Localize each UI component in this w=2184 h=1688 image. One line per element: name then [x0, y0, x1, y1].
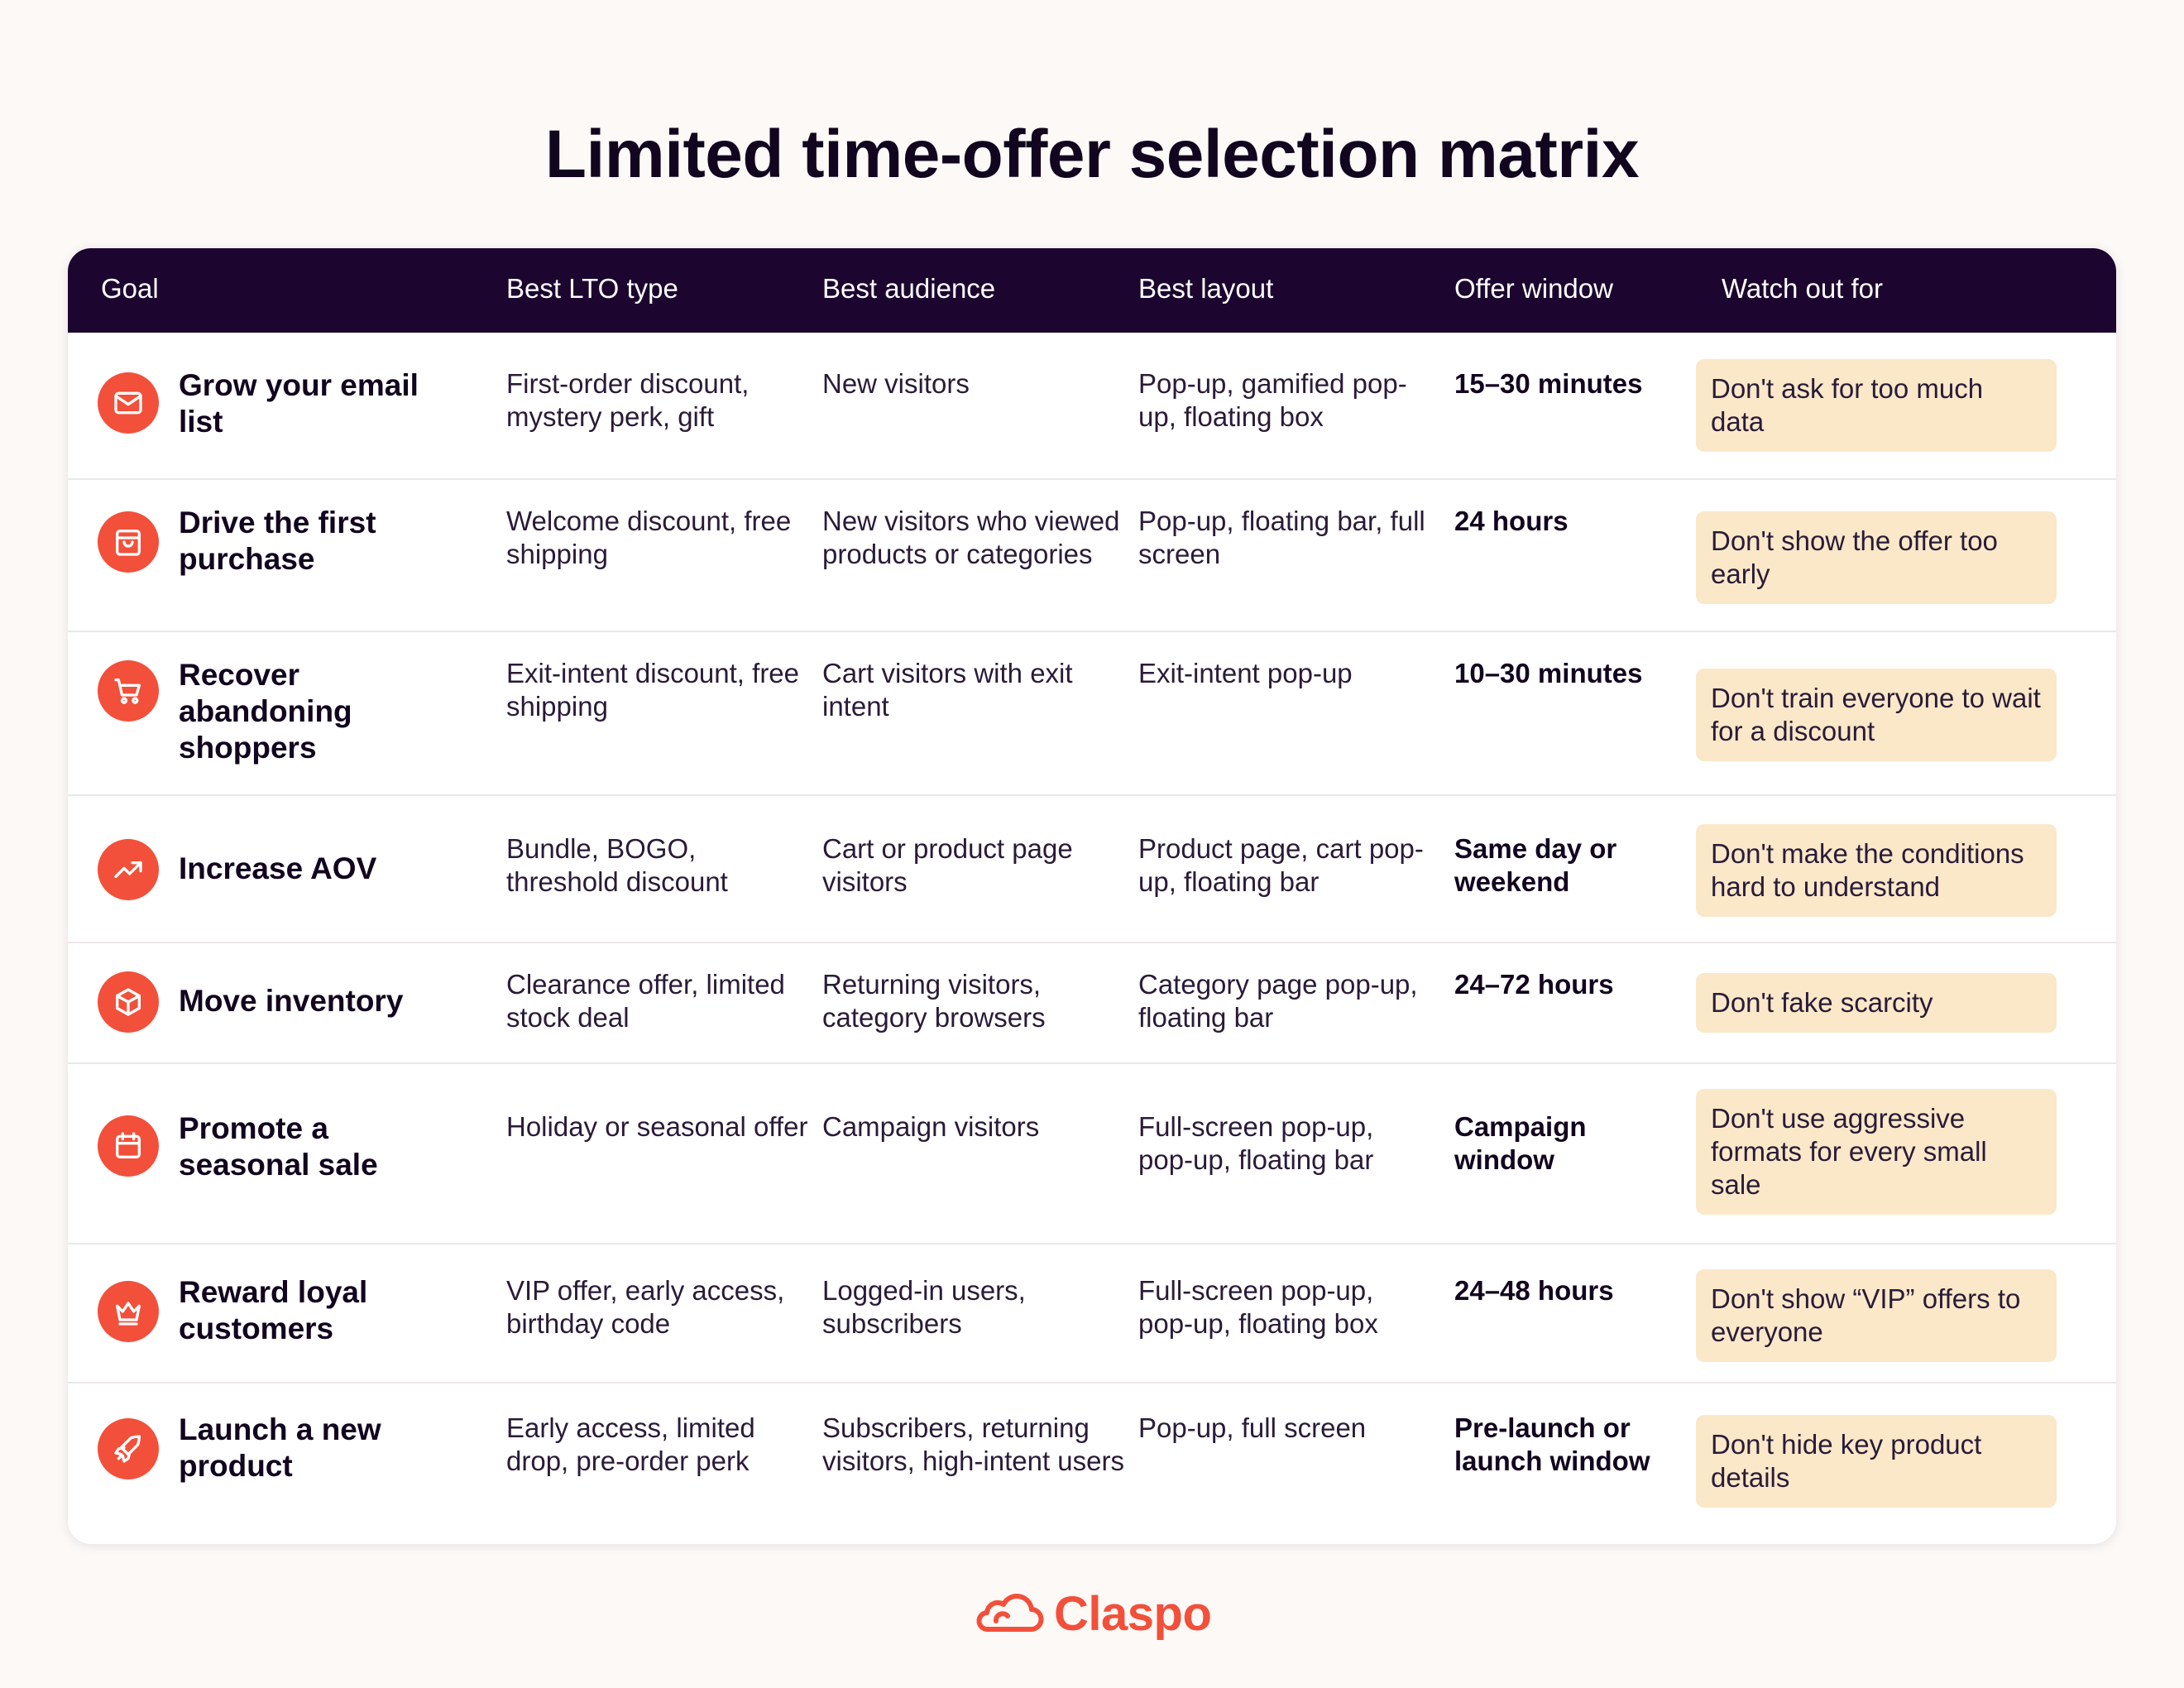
column-header-layout: Best layout [1138, 273, 1274, 304]
offer-window-cell: 24 hours [1454, 506, 1569, 536]
goal-label: Increase AOV [179, 851, 377, 885]
offer-window-cell: Campaign window [1454, 1111, 1587, 1175]
goal-label: Launch a new product [179, 1412, 381, 1483]
table-row: Promote a seasonal sale Holiday or seaso… [68, 1062, 2116, 1244]
box-icon [98, 971, 159, 1033]
watch-out-badge: Don't train everyone to wait for a disco… [1696, 669, 2057, 761]
column-header-window: Offer window [1454, 273, 1613, 304]
column-header-audience: Best audience [822, 273, 996, 304]
layout-cell: Pop-up, full screen [1138, 1412, 1367, 1443]
audience-cell: Subscribers, returning visitors, high-in… [822, 1412, 1124, 1476]
audience-cell: New visitors [822, 368, 970, 399]
audience-cell: Cart visitors with exit intent [822, 658, 1073, 722]
watch-out-badge: Don't use aggressive formats for every s… [1696, 1089, 2057, 1215]
layout-cell: Exit-intent pop-up [1138, 658, 1353, 688]
trending-up-icon [98, 839, 159, 900]
lto-type-cell: Bundle, BOGO, threshold discount [506, 833, 728, 897]
layout-cell: Pop-up, floating bar, full screen [1138, 506, 1425, 569]
cart-icon [98, 660, 159, 722]
selection-matrix-table: Goal Best LTO type Best audience Best la… [68, 248, 2116, 1544]
lto-type-cell: Clearance offer, limited stock deal [506, 969, 785, 1033]
audience-cell: Logged-in users, subscribers [822, 1275, 1026, 1339]
goal-label: Promote a seasonal sale [179, 1111, 378, 1182]
layout-cell: Full-screen pop-up, pop-up, floating box [1138, 1275, 1378, 1339]
column-header-watch-out: Watch out for [1722, 273, 1884, 304]
offer-window-cell: 24–72 hours [1454, 969, 1614, 1000]
audience-cell: New visitors who viewed products or cate… [822, 506, 1120, 569]
claspo-logo: Claspo [976, 1585, 1212, 1642]
watch-out-badge: Don't hide key product details [1696, 1415, 2057, 1508]
lto-type-cell: VIP offer, early access, birthday code [506, 1275, 785, 1339]
offer-window-cell: Same day or weekend [1454, 833, 1617, 897]
watch-out-badge: Don't show “VIP” offers to everyone [1696, 1269, 2057, 1362]
watch-out-badge: Don't make the conditions hard to unders… [1696, 824, 2057, 917]
layout-cell: Pop-up, gamified pop-up, floating box [1138, 368, 1407, 432]
lto-type-cell: Welcome discount, free shipping [506, 506, 792, 569]
table-row: Recover abandoning shoppers Exit-intent … [68, 631, 2116, 796]
offer-window-cell: 10–30 minutes [1454, 658, 1643, 688]
goal-label: Move inventory [179, 984, 404, 1018]
goal-label: Reward loyal customers [179, 1275, 368, 1345]
audience-cell: Cart or product page visitors [822, 833, 1073, 897]
offer-window-cell: 15–30 minutes [1454, 368, 1643, 399]
offer-window-cell: Pre-launch or launch window [1454, 1412, 1650, 1476]
goal-label: Recover abandoning shoppers [179, 658, 352, 765]
calendar-icon [98, 1115, 159, 1177]
table-row: Move inventory Clearance offer, limited … [68, 942, 2116, 1064]
table-row: Drive the first purchase Welcome discoun… [68, 478, 2116, 632]
watch-out-badge: Don't show the offer too early [1696, 511, 2057, 604]
layout-cell: Category page pop-up, floating bar [1138, 969, 1418, 1033]
audience-cell: Returning visitors, category browsers [822, 969, 1046, 1033]
layout-cell: Full-screen pop-up, pop-up, floating bar [1138, 1111, 1374, 1175]
rocket-icon [98, 1418, 159, 1479]
page-title: Limited time-offer selection matrix [544, 117, 1640, 192]
crown-icon [98, 1281, 159, 1342]
watch-out-badge: Don't fake scarcity [1696, 973, 2057, 1033]
table-header: Goal Best LTO type Best audience Best la… [68, 248, 2116, 333]
audience-cell: Campaign visitors [822, 1111, 1040, 1142]
table-row: Grow your email list First-order discoun… [68, 333, 2116, 478]
lto-type-cell: Early access, limited drop, pre-order pe… [506, 1412, 755, 1476]
column-header-goal: Goal [101, 273, 159, 304]
column-header-lto-type: Best LTO type [506, 273, 678, 304]
layout-cell: Product page, cart pop-up, floating bar [1138, 833, 1424, 897]
shopping-bag-icon [98, 511, 159, 573]
goal-label: Grow your email list [179, 368, 419, 439]
mail-icon [98, 372, 159, 434]
goal-label: Drive the first purchase [179, 506, 376, 576]
watch-out-badge: Don't ask for too much data [1696, 359, 2057, 452]
table-row: Launch a new product Early access, limit… [68, 1382, 2116, 1544]
table-row: Increase AOV Bundle, BOGO, threshold dis… [68, 794, 2116, 943]
lto-type-cell: Exit-intent discount, free shipping [506, 658, 800, 722]
offer-window-cell: 24–48 hours [1454, 1275, 1614, 1306]
brand-name: Claspo [1054, 1586, 1212, 1641]
table-row: Reward loyal customers VIP offer, early … [68, 1243, 2116, 1383]
lto-type-cell: First-order discount, mystery perk, gift [506, 368, 750, 432]
cloud-icon [976, 1594, 1044, 1632]
lto-type-cell: Holiday or seasonal offer [506, 1111, 808, 1142]
